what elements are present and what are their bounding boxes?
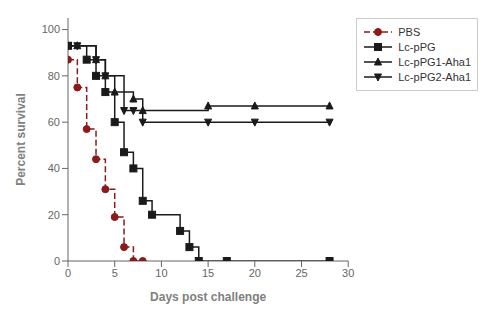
svg-text:60: 60 — [48, 116, 60, 128]
svg-text:Days post challenge: Days post challenge — [150, 290, 266, 304]
svg-text:20: 20 — [48, 209, 60, 221]
svg-text:5: 5 — [112, 267, 118, 279]
html-text:Lc-pPG2-Aha1: Lc-pPG2-Aha1 — [398, 71, 471, 83]
svg-text:Percent survival: Percent survival — [14, 93, 28, 186]
svg-text:0: 0 — [65, 267, 71, 279]
svg-text:0: 0 — [54, 255, 60, 267]
html-text:Lc-pPG1-Aha1: Lc-pPG1-Aha1 — [398, 56, 471, 68]
svg-text:15: 15 — [202, 267, 214, 279]
svg-text:10: 10 — [155, 267, 167, 279]
svg-text:100: 100 — [42, 23, 60, 35]
svg-text:25: 25 — [295, 267, 307, 279]
svg-text:40: 40 — [48, 162, 60, 174]
html-text:Lc-pPG: Lc-pPG — [398, 41, 436, 53]
svg-text:20: 20 — [249, 267, 261, 279]
html-text:PBS: PBS — [398, 26, 421, 38]
svg-text:30: 30 — [342, 267, 354, 279]
svg-text:80: 80 — [48, 70, 60, 82]
